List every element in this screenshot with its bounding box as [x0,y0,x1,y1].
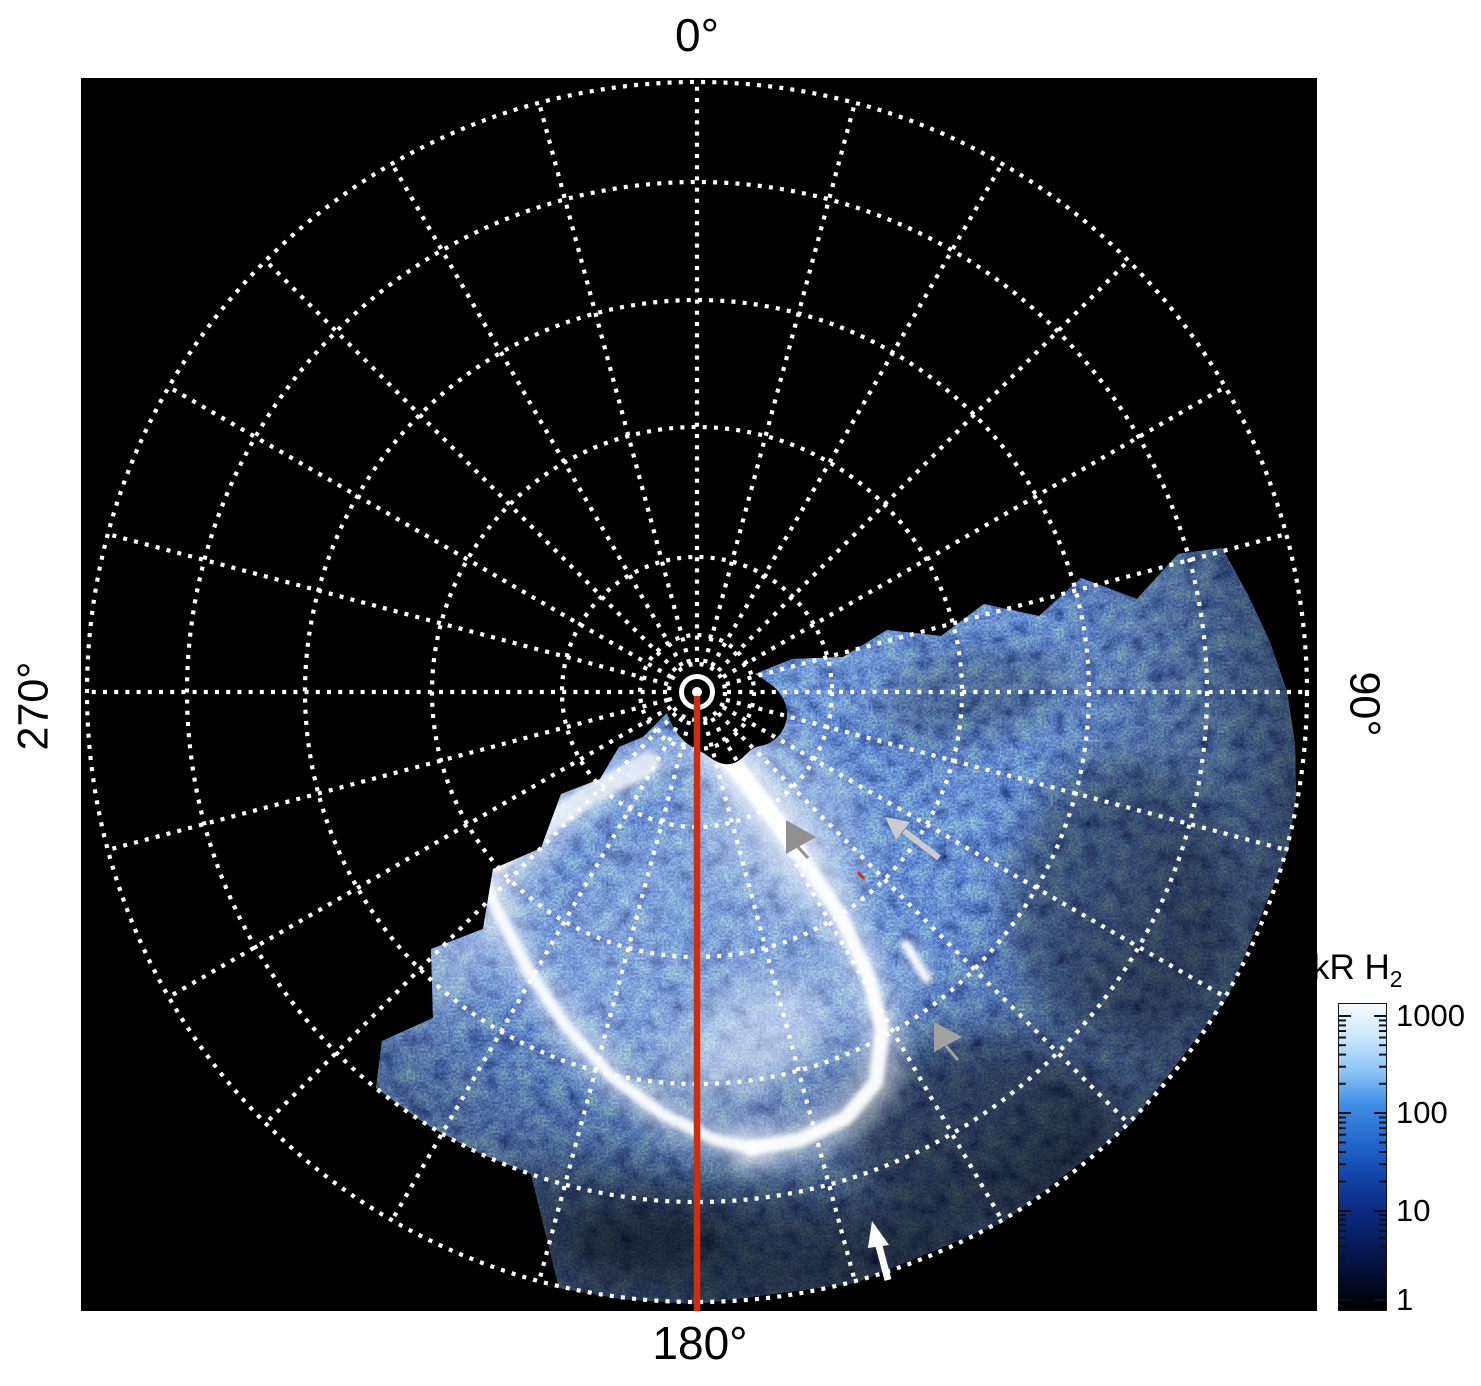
polar-data-gap [662,659,788,765]
colorbar [1338,1003,1387,1311]
aurora-emission-layer [376,548,1296,1304]
colorbar-tick-label-10: 10 [1396,1193,1431,1228]
colorbar-title: kR H2 [1312,948,1403,993]
colorbar-tick-label-1000: 1000 [1396,998,1465,1033]
light-gray-arrow-upleft [885,817,941,861]
gray-arrowhead-upper [786,820,816,860]
small-marks [856,871,866,880]
angle-label-270: 270° [9,661,58,751]
angle-label-180: 180° [652,1317,748,1369]
colorbar-tick-label-100: 100 [1396,1095,1448,1130]
polar-grid [84,79,1310,1305]
angle-label-0: 0° [675,9,719,61]
colorbar-title-subscript: 2 [1389,966,1403,992]
white-arrow-up [868,1221,892,1281]
plot-background [81,78,1317,1311]
colorbar-title-text: kR H [1312,948,1390,987]
annotation-arrows [786,817,962,1281]
angle-label-90: 90° [1340,671,1389,737]
colorbar-tick-label-1: 1 [1396,1282,1414,1317]
gray-arrowhead-lower [934,1022,962,1061]
